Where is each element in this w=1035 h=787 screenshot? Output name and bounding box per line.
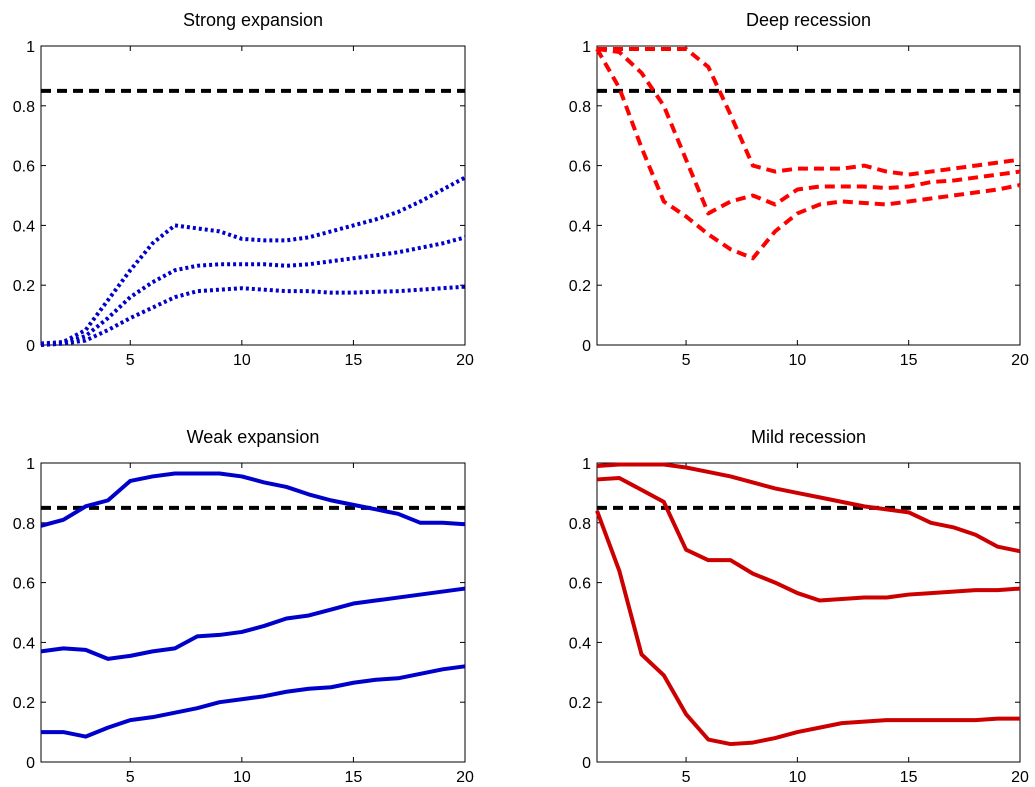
plot-area-frame [40, 462, 466, 763]
y-tick-label: 0.6 [13, 576, 35, 593]
series-line-1 [40, 471, 466, 528]
chart-title: Mild recession [751, 427, 866, 447]
y-tick-label: 0 [582, 338, 591, 355]
chart-title: Deep recession [746, 10, 871, 30]
chart-title: Strong expansion [183, 10, 323, 30]
y-tick-label: 0.8 [569, 99, 591, 116]
y-tick-label: 0.4 [13, 635, 35, 652]
x-tick-label: 20 [456, 352, 474, 369]
y-tick-label: 0 [26, 338, 35, 355]
x-tick-label: 15 [345, 769, 363, 786]
y-tick-label: 0.2 [13, 695, 35, 712]
x-tick-label: 20 [1011, 352, 1029, 369]
y-tick-label: 0 [26, 755, 35, 772]
x-tick-label: 5 [126, 769, 135, 786]
y-tick-label: 0.8 [569, 516, 591, 533]
x-tick-label: 10 [233, 352, 251, 369]
x-tick-label: 10 [788, 769, 806, 786]
series-line-2 [596, 47, 1021, 216]
y-tick-label: 0.4 [569, 635, 591, 652]
series-line-3 [595, 47, 1021, 261]
y-tick-label: 0.2 [569, 695, 591, 712]
series-line-2 [40, 235, 466, 347]
y-tick-label: 1 [582, 39, 591, 56]
x-tick-label: 5 [126, 352, 135, 369]
chart-title: Weak expansion [187, 427, 320, 447]
x-tick-label: 15 [345, 352, 363, 369]
series-line-2 [596, 475, 1021, 603]
y-tick-label: 0.4 [569, 218, 591, 235]
plot-area-frame [596, 45, 1021, 346]
y-tick-label: 0 [582, 755, 591, 772]
series-line-1 [596, 462, 1021, 554]
y-tick-label: 0.6 [569, 576, 591, 593]
plot-area-frame [596, 462, 1021, 763]
x-tick-label: 20 [456, 769, 474, 786]
plot-area-frame [40, 45, 466, 346]
x-tick-label: 5 [682, 352, 691, 369]
x-tick-label: 5 [682, 769, 691, 786]
series-line-2 [40, 586, 466, 661]
y-tick-label: 1 [26, 39, 35, 56]
series-line-3 [41, 664, 466, 739]
y-tick-label: 0.2 [13, 278, 35, 295]
series-line-1 [597, 46, 1021, 177]
series-line-3 [595, 510, 1020, 747]
y-tick-label: 0.6 [569, 159, 591, 176]
y-tick-label: 1 [26, 456, 35, 473]
x-tick-label: 20 [1011, 769, 1029, 786]
x-tick-label: 15 [900, 769, 918, 786]
x-tick-label: 15 [900, 352, 918, 369]
y-tick-label: 0.2 [569, 278, 591, 295]
series-line-3 [40, 284, 466, 347]
y-tick-label: 0.8 [13, 516, 35, 533]
series-line-1 [40, 175, 466, 346]
y-tick-label: 0.4 [13, 218, 35, 235]
y-tick-label: 0.6 [13, 159, 35, 176]
y-tick-label: 1 [582, 456, 591, 473]
x-tick-label: 10 [788, 352, 806, 369]
y-tick-label: 0.8 [13, 99, 35, 116]
x-tick-label: 10 [233, 769, 251, 786]
